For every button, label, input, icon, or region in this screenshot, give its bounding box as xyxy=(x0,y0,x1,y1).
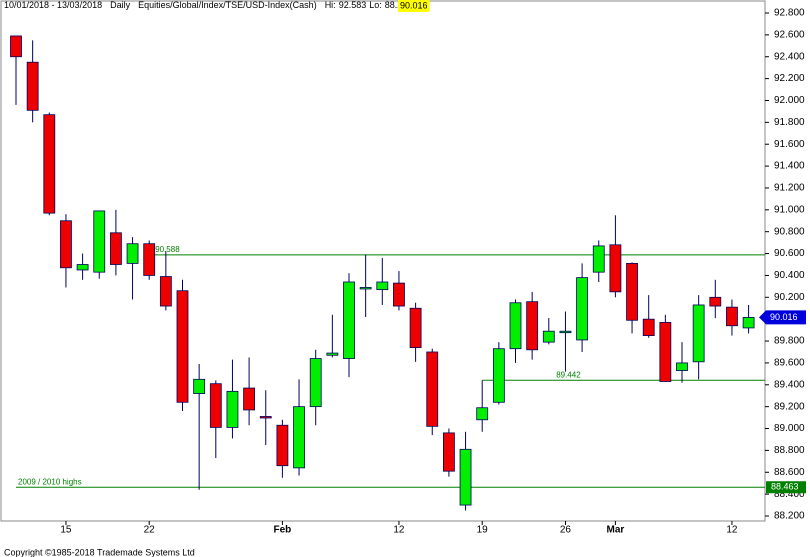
candle-body xyxy=(692,304,705,363)
candle-body xyxy=(676,362,688,371)
candle-body xyxy=(726,306,738,327)
candle-body xyxy=(259,416,272,419)
candle-body xyxy=(276,424,289,467)
last-price-badge xyxy=(759,310,806,325)
candle-body xyxy=(26,61,39,111)
y-tick-label: 88.800 xyxy=(774,445,805,456)
candle-body xyxy=(76,264,89,271)
x-tick-label: 22 xyxy=(144,525,156,536)
lo-label: Lo: xyxy=(369,0,382,10)
hi-value: 92.583 xyxy=(339,0,367,10)
candle-body xyxy=(343,281,355,359)
y-tick-label: 91.800 xyxy=(774,117,805,128)
x-tick-label: 26 xyxy=(560,525,572,536)
candle-body xyxy=(709,296,722,307)
candle-body xyxy=(409,307,422,349)
candle-body xyxy=(243,387,256,411)
candle-body xyxy=(576,277,588,341)
candle-body xyxy=(609,244,622,293)
candle-body xyxy=(426,351,439,427)
period: Daily xyxy=(110,0,131,10)
y-tick-label: 90.200 xyxy=(774,292,805,303)
y-tick-label: 89.200 xyxy=(774,401,805,412)
candle-body xyxy=(126,243,139,264)
x-tick-label: 19 xyxy=(477,525,489,536)
y-tick-label: 88.600 xyxy=(774,467,805,478)
candle-body xyxy=(43,114,56,214)
level-label: 89.442 xyxy=(556,370,581,379)
candle-body xyxy=(476,407,489,421)
candle-body xyxy=(742,317,755,329)
x-tick-label: Mar xyxy=(607,525,625,536)
candle-body xyxy=(93,210,106,273)
candle-body xyxy=(359,287,372,290)
candle-body xyxy=(509,302,522,350)
y-tick-label: 91.000 xyxy=(774,204,805,215)
date-range: 10/01/2018 - 13/03/2018 xyxy=(4,0,102,10)
y-tick-label: 88.400 xyxy=(774,489,805,500)
header: 10/01/2018 - 13/03/2018 Daily Equities/Glo… xyxy=(4,0,412,10)
candle-body xyxy=(542,330,555,343)
y-tick-label: 89.800 xyxy=(774,336,805,347)
y-tick-label: 92.400 xyxy=(774,51,805,62)
candle-body xyxy=(293,406,305,469)
y-tick-label: 90.400 xyxy=(774,270,805,281)
candle-body xyxy=(226,390,239,428)
hi-label: Hi: xyxy=(325,0,336,10)
level-badge-label: 88.463 xyxy=(771,482,799,492)
copyright: Copyright ©1985-2018 Trademade Systems L… xyxy=(4,547,195,557)
candle-body xyxy=(559,330,572,334)
y-tick-label: 92.200 xyxy=(774,73,805,84)
y-tick-label: 91.400 xyxy=(774,161,805,172)
y-tick-label: 92.000 xyxy=(774,95,805,106)
candle-body xyxy=(60,220,72,269)
y-tick-label: 89.000 xyxy=(774,423,805,434)
candle-body xyxy=(492,348,505,403)
y-tick-label: 90.800 xyxy=(774,226,805,237)
candle-body xyxy=(526,301,539,351)
candle-body xyxy=(159,276,172,307)
y-tick-label: 92.800 xyxy=(774,8,805,19)
candle-body xyxy=(193,378,206,394)
level-badge xyxy=(766,481,806,494)
candle-body xyxy=(143,243,156,276)
candle-body xyxy=(326,352,339,356)
instrument: Equities/Global/Index/TSE/USD-Index(Cash… xyxy=(138,0,317,10)
candle-body xyxy=(110,232,122,265)
candle-body xyxy=(376,281,389,291)
last-price-label: 90.016 xyxy=(770,312,798,322)
level-label: 90.588 xyxy=(155,245,180,254)
y-tick-label: 92.600 xyxy=(774,30,805,41)
candle-body xyxy=(459,448,472,506)
candle-body xyxy=(592,245,605,273)
x-tick-label: Feb xyxy=(274,525,292,536)
y-tick-label: 91.200 xyxy=(774,183,805,194)
candle-body xyxy=(309,358,322,408)
plot-frame xyxy=(0,0,766,522)
x-tick-label: 12 xyxy=(393,525,405,536)
y-tick-label: 90.600 xyxy=(774,248,805,259)
x-tick-label: 15 xyxy=(60,525,72,536)
candle-body xyxy=(209,383,222,428)
level-label: 2009 / 2010 highs xyxy=(18,477,82,486)
y-tick-label: 89.600 xyxy=(774,358,805,369)
candle-body xyxy=(626,263,638,321)
y-tick-label: 91.600 xyxy=(774,139,805,150)
candle-body xyxy=(10,35,22,58)
candle-body xyxy=(659,322,672,382)
y-tick-label: 88.200 xyxy=(774,511,805,522)
y-tick-label: 89.400 xyxy=(774,379,805,390)
x-tick-label: 12 xyxy=(726,525,738,536)
candle-body xyxy=(176,290,189,403)
last-price-header: 90.016 xyxy=(400,0,428,10)
candle-body xyxy=(442,432,455,472)
last-price-highlight xyxy=(398,0,430,12)
candle-body xyxy=(642,318,655,336)
candle-body xyxy=(393,282,405,307)
